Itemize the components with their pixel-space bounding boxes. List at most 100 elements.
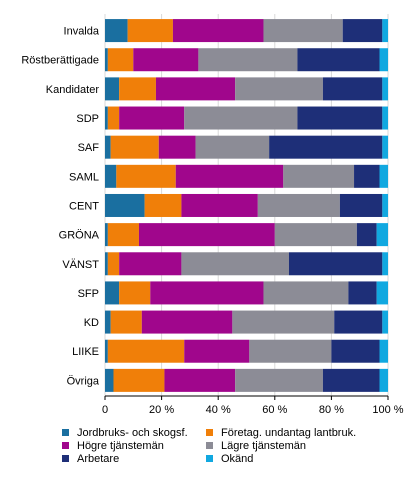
- bar-segment: [376, 281, 388, 305]
- bar-segment: [376, 223, 388, 247]
- bar-segment: [144, 193, 182, 217]
- legend-label: Lägre tjänstemän: [221, 440, 306, 452]
- legend-swatch: [62, 429, 69, 436]
- bar-segment: [263, 281, 349, 305]
- bar-segment: [105, 310, 111, 334]
- category-labels: Invalda Röstberättigade Kandidater SDP SAF SA…: [21, 26, 100, 388]
- legend-label: Företag. undantag lantbruk.: [221, 427, 356, 439]
- category-label: SAF: [78, 142, 100, 154]
- bar-segment: [172, 19, 264, 43]
- category-label: CENT: [69, 200, 99, 212]
- legend: Jordbruks- och skogsf. Företag. undantag …: [62, 427, 356, 465]
- bar-segment: [382, 252, 388, 276]
- bar-segment: [105, 281, 120, 305]
- legend-swatch: [206, 455, 213, 462]
- category-label: LIIKE: [72, 346, 99, 358]
- bar-segment: [322, 77, 383, 101]
- category-label: Röstberättigade: [21, 55, 99, 67]
- x-tick-label: 100 %: [372, 404, 403, 416]
- bar-segment: [105, 223, 108, 247]
- bar-segment: [141, 310, 233, 334]
- category-label: Kandidater: [46, 84, 100, 96]
- category-label: Övriga: [67, 375, 100, 387]
- bars: [105, 19, 388, 392]
- bar-segment: [181, 193, 258, 217]
- bar-segment: [158, 135, 196, 159]
- legend-swatch: [206, 429, 213, 436]
- bar-segment: [107, 339, 185, 363]
- bar-segment: [155, 77, 236, 101]
- bar-segment: [105, 193, 145, 217]
- bar-segment: [382, 19, 388, 43]
- bar-segment: [181, 252, 289, 276]
- bar-segment: [105, 164, 117, 188]
- category-label: GRÖNA: [59, 230, 100, 242]
- bar-segment: [274, 223, 357, 247]
- bar-segment: [379, 48, 388, 72]
- legend-label: Okänd: [221, 453, 253, 465]
- bar-segment: [105, 135, 111, 159]
- bar-segment: [105, 339, 108, 363]
- bar-segment: [107, 106, 120, 130]
- bar-segment: [105, 106, 108, 130]
- bar-segment: [105, 252, 108, 276]
- bar-segment: [184, 339, 250, 363]
- legend-label: Jordbruks- och skogsf.: [77, 427, 188, 439]
- x-tick-label: 20 %: [149, 404, 174, 416]
- bar-segment: [105, 48, 108, 72]
- x-tick-label: 0: [102, 404, 108, 416]
- bar-segment: [288, 252, 383, 276]
- category-label: KD: [84, 317, 99, 329]
- bar-segment: [334, 310, 383, 334]
- bar-segment: [195, 135, 270, 159]
- bar-segment: [107, 48, 134, 72]
- x-tick-label: 60 %: [262, 404, 287, 416]
- bar-segment: [105, 368, 114, 392]
- legend-swatch: [62, 442, 69, 449]
- bar-segment: [232, 310, 335, 334]
- x-tick-label: 40 %: [206, 404, 231, 416]
- bar-segment: [257, 193, 340, 217]
- bar-segment: [110, 310, 142, 334]
- bar-segment: [249, 339, 332, 363]
- bar-segment: [110, 135, 159, 159]
- bar-segment: [348, 281, 377, 305]
- bar-segment: [342, 19, 383, 43]
- bar-segment: [263, 19, 343, 43]
- bar-segment: [119, 252, 182, 276]
- bar-segment: [235, 368, 323, 392]
- x-axis-ticks: 0 20 % 40 % 60 % 80 % 100 %: [102, 395, 404, 416]
- legend-swatch: [206, 442, 213, 449]
- bar-segment: [127, 19, 173, 43]
- bar-segment: [164, 368, 236, 392]
- bar-segment: [331, 339, 380, 363]
- bar-segment: [322, 368, 380, 392]
- bar-segment: [198, 48, 298, 72]
- bar-segment: [175, 164, 284, 188]
- bar-segment: [119, 77, 156, 101]
- bar-segment: [116, 164, 176, 188]
- bar-segment: [356, 223, 377, 247]
- bar-segment: [283, 164, 355, 188]
- bar-segment: [382, 310, 388, 334]
- bar-segment: [297, 48, 380, 72]
- bar-segment: [382, 135, 388, 159]
- legend-swatch: [62, 455, 69, 462]
- bar-segment: [119, 281, 151, 305]
- category-label: VÄNST: [62, 259, 99, 271]
- bar-segment: [138, 223, 275, 247]
- bar-segment: [119, 106, 185, 130]
- bar-segment: [382, 193, 388, 217]
- bar-segment: [382, 106, 388, 130]
- category-label: SFP: [78, 288, 99, 300]
- bar-segment: [107, 252, 120, 276]
- bar-segment: [269, 135, 383, 159]
- bar-segment: [107, 223, 139, 247]
- bar-segment: [379, 339, 388, 363]
- bar-segment: [105, 19, 128, 43]
- bar-segment: [105, 77, 120, 101]
- bar-segment: [184, 106, 298, 130]
- category-label: Invalda: [64, 26, 100, 38]
